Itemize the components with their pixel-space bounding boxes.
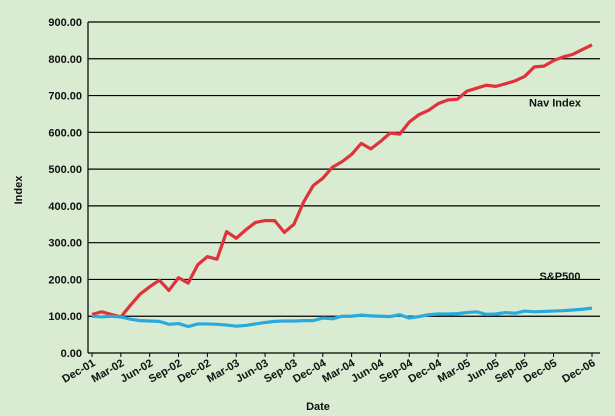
x-tick-label: Mar-05 [436, 357, 473, 385]
series-line [91, 306, 593, 329]
y-tick-label: 300.00 [48, 238, 82, 250]
y-tick-label: 200.00 [48, 274, 82, 286]
y-tick-label: 400.00 [48, 201, 82, 213]
x-tick-label: Mar-03 [205, 357, 242, 385]
y-tick-label: 900.00 [48, 17, 82, 29]
y-tick-label: 600.00 [48, 127, 82, 139]
x-tick-label: Dec-05 [522, 357, 559, 385]
x-tick-label: Dec-06 [560, 357, 597, 385]
x-tick-label: Mar-02 [90, 357, 127, 385]
y-axis-title: Index [13, 175, 25, 205]
y-tick-label: 700.00 [48, 91, 82, 103]
y-tick-label: 800.00 [48, 54, 82, 66]
y-tick-label: 100.00 [48, 311, 82, 323]
y-tick-label: 500.00 [48, 164, 82, 176]
series-label: S&P500 [540, 271, 581, 283]
x-tick-label: Dec-02 [176, 357, 213, 385]
y-tick-label: 0.00 [61, 348, 82, 360]
series-line [91, 43, 593, 319]
x-tick-label: Dec-01 [60, 357, 97, 385]
x-axis-title: Date [306, 401, 330, 413]
series-label: Nav Index [529, 97, 582, 109]
